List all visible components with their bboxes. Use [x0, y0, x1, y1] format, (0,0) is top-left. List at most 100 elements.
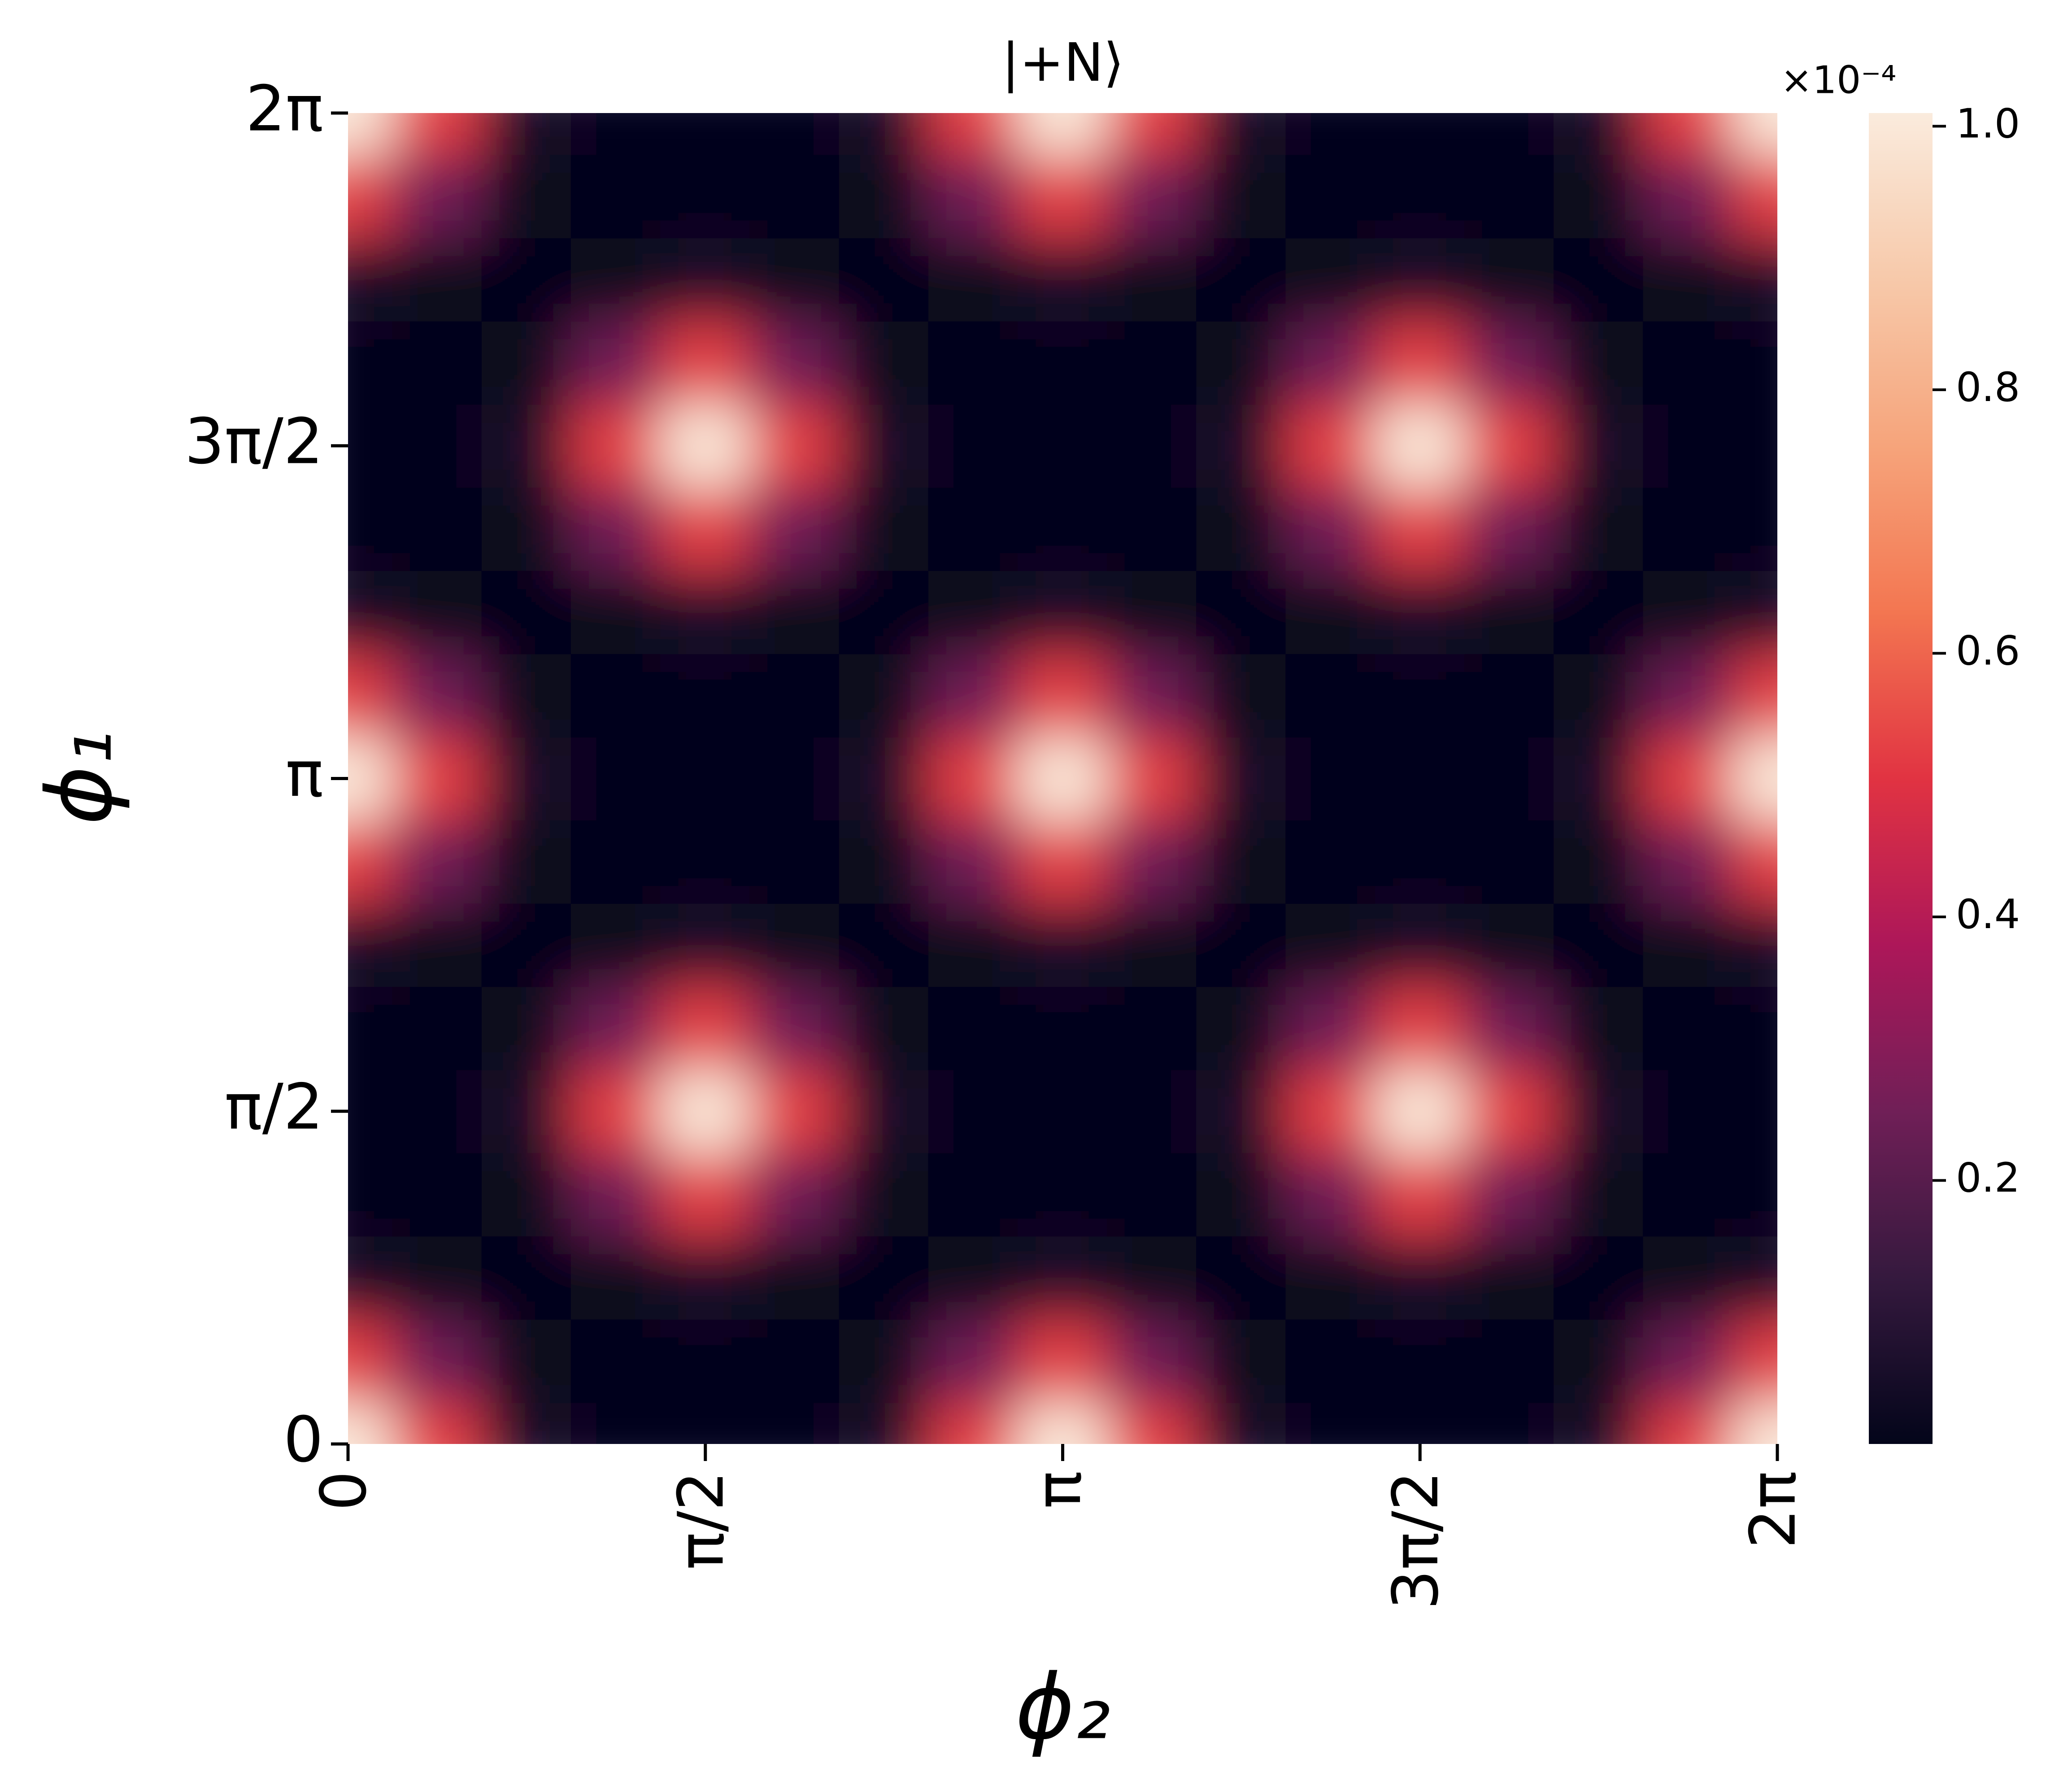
colorbar	[1869, 113, 1933, 1444]
heat-cell	[928, 1402, 1019, 1444]
heat-cell	[1107, 1069, 1197, 1153]
x-axis-label: ϕ₂	[1015, 1655, 1110, 1760]
heat-cell	[928, 1069, 1019, 1153]
heat-cell	[1285, 154, 1376, 239]
heat-cell	[660, 820, 751, 904]
heat-cell	[928, 487, 1019, 571]
heat-cell	[1643, 736, 1733, 821]
heat-cell	[1285, 1235, 1376, 1320]
heat-cell	[570, 404, 662, 488]
heat-cell	[570, 570, 662, 654]
heat-cell	[348, 986, 393, 1070]
heat-cell	[392, 320, 483, 405]
heat-cell	[1375, 320, 1465, 405]
heat-cell	[348, 1235, 393, 1320]
heat-cell	[1464, 237, 1555, 322]
heat-cell	[1643, 320, 1733, 405]
heat-cell	[1285, 653, 1376, 737]
heat-cell	[1196, 1069, 1287, 1153]
colorbar-tick-label: 0.6	[1956, 627, 2020, 674]
heat-cell	[928, 653, 1019, 737]
heat-cell	[1285, 113, 1376, 155]
heat-cell	[1554, 903, 1644, 987]
heat-cell	[570, 986, 662, 1070]
heat-cell	[749, 570, 840, 654]
heat-cell	[1375, 1318, 1465, 1403]
heat-cell	[1017, 1235, 1108, 1320]
heat-cell	[839, 1152, 929, 1237]
heatmap-cells	[348, 113, 1777, 1444]
heat-cell	[749, 986, 840, 1070]
heat-cell	[749, 1069, 840, 1153]
heat-cell	[1464, 487, 1555, 571]
heat-cell	[392, 820, 483, 904]
heat-cell	[570, 903, 662, 987]
heat-cell	[1643, 1402, 1733, 1444]
heat-cell	[570, 1069, 662, 1153]
heat-cell	[1196, 154, 1287, 239]
heat-cell	[392, 1152, 483, 1237]
heat-cell	[660, 570, 751, 654]
heat-cell	[1196, 986, 1287, 1070]
heat-cell	[348, 404, 393, 488]
heat-cell	[392, 1318, 483, 1403]
heat-cell	[1732, 320, 1777, 405]
heat-cell	[1107, 1318, 1197, 1403]
heat-cell	[348, 736, 393, 821]
colorbar-tick-label: 0.8	[1956, 364, 2020, 411]
heat-cell	[1732, 570, 1777, 654]
heat-cell	[1285, 736, 1376, 821]
heat-cell	[1107, 487, 1197, 571]
heat-cell	[481, 736, 572, 821]
x-tick-label: 3π/2	[1380, 1471, 1453, 1610]
heat-cell	[1464, 1235, 1555, 1320]
heat-cell	[660, 1069, 751, 1153]
heat-cell	[749, 487, 840, 571]
heat-cell	[839, 570, 929, 654]
heat-cell	[1464, 1318, 1555, 1403]
heat-cell	[392, 1235, 483, 1320]
heat-cell	[1643, 1318, 1733, 1403]
heat-cell	[1732, 487, 1777, 571]
heat-cell	[1196, 736, 1287, 821]
heat-cell	[1107, 113, 1197, 155]
heat-cell	[749, 736, 840, 821]
heat-cell	[660, 903, 751, 987]
heat-cell	[660, 736, 751, 821]
heat-cell	[749, 1402, 840, 1444]
heat-cell	[928, 404, 1019, 488]
heat-cell	[1285, 237, 1376, 322]
heat-cell	[1196, 1152, 1287, 1237]
heat-cell	[1643, 487, 1733, 571]
heat-cell	[839, 653, 929, 737]
heat-cell	[928, 237, 1019, 322]
heat-cell	[348, 1152, 393, 1237]
heat-cell	[348, 903, 393, 987]
heat-cell	[1464, 653, 1555, 737]
heat-cell	[1196, 320, 1287, 405]
heat-cell	[392, 404, 483, 488]
heat-cell	[392, 237, 483, 322]
heat-cell	[1554, 653, 1644, 737]
heat-cell	[1017, 1152, 1108, 1237]
heat-cell	[1107, 1235, 1197, 1320]
heat-cell	[660, 237, 751, 322]
heat-cell	[839, 113, 929, 155]
heat-cell	[570, 487, 662, 571]
heat-cell	[1643, 1069, 1733, 1153]
heat-cell	[1643, 986, 1733, 1070]
heat-cell	[928, 1152, 1019, 1237]
heat-cell	[660, 113, 751, 155]
heat-cell	[570, 653, 662, 737]
y-axis-label: ϕ₁	[28, 730, 132, 825]
heat-cell	[1285, 570, 1376, 654]
heat-cell	[348, 1069, 393, 1153]
heat-cell	[928, 113, 1019, 155]
heat-cell	[1375, 653, 1465, 737]
heat-cell	[1464, 903, 1555, 987]
heat-cell	[660, 404, 751, 488]
heat-cell	[481, 237, 572, 322]
heat-cell	[570, 736, 662, 821]
heat-cell	[1196, 113, 1287, 155]
